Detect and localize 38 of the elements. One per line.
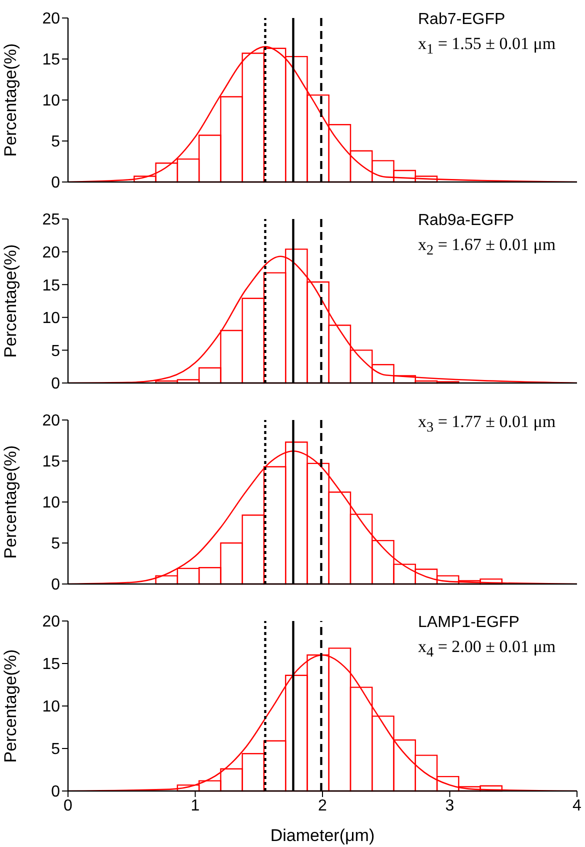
y-tick-label: 15: [42, 277, 60, 294]
y-tick-label: 10: [42, 92, 60, 110]
y-tick-label: 15: [42, 454, 60, 471]
y-tick-label: 5: [51, 342, 60, 360]
y-tick-label: 20: [42, 412, 60, 430]
y-axis-title: Percentage(%): [1, 43, 20, 157]
annotation: x$_{3}$ = 1.77 ± 0.01 μm: [418, 411, 556, 438]
y-tick-label: 10: [42, 494, 60, 512]
annotation: Rab7-EGFP: [418, 10, 506, 30]
y-tick-label: 0: [51, 576, 60, 594]
y-tick-label: 0: [51, 174, 60, 192]
y-tick-label: 10: [42, 698, 60, 716]
x-tick-label: 2: [318, 797, 328, 814]
y-tick-label: 20: [42, 244, 60, 262]
y-tick-label: 20: [42, 10, 60, 28]
y-tick-label: 15: [42, 52, 60, 69]
annotation: Rab9a-EGFP: [418, 211, 516, 231]
y-axis-title: Percentage(%): [1, 244, 20, 358]
y-tick-label: 5: [51, 741, 60, 758]
annotation: x$_{2}$ = 1.67 ± 0.01 μm: [418, 234, 556, 260]
y-tick-label: 10: [42, 310, 60, 328]
y-tick-label: 20: [42, 614, 60, 631]
x-tick-label: 4: [572, 797, 582, 814]
annotation: LAMP1-EGFP: [418, 613, 520, 633]
annotation: x$_{1}$ = 1.55 ± 0.01 μm: [418, 33, 556, 60]
y-axis-title: Percentage(%): [1, 445, 20, 559]
x-tick-label: 1: [190, 797, 200, 814]
y-axis-title: Percentage(%): [1, 649, 20, 763]
x-tick-label: 0: [64, 797, 73, 814]
y-tick-label: 0: [51, 784, 60, 801]
y-tick-label: 25: [42, 212, 60, 229]
y-tick-label: 5: [51, 536, 60, 553]
x-axis-title: Diameter(μm): [270, 826, 375, 845]
annotation: x$_{4}$ = 2.00 ± 0.01 μm: [418, 636, 556, 662]
y-tick-label: 5: [51, 134, 60, 151]
x-tick-label: 3: [445, 797, 454, 814]
y-tick-label: 15: [42, 656, 60, 674]
y-tick-label: 0: [51, 376, 60, 393]
